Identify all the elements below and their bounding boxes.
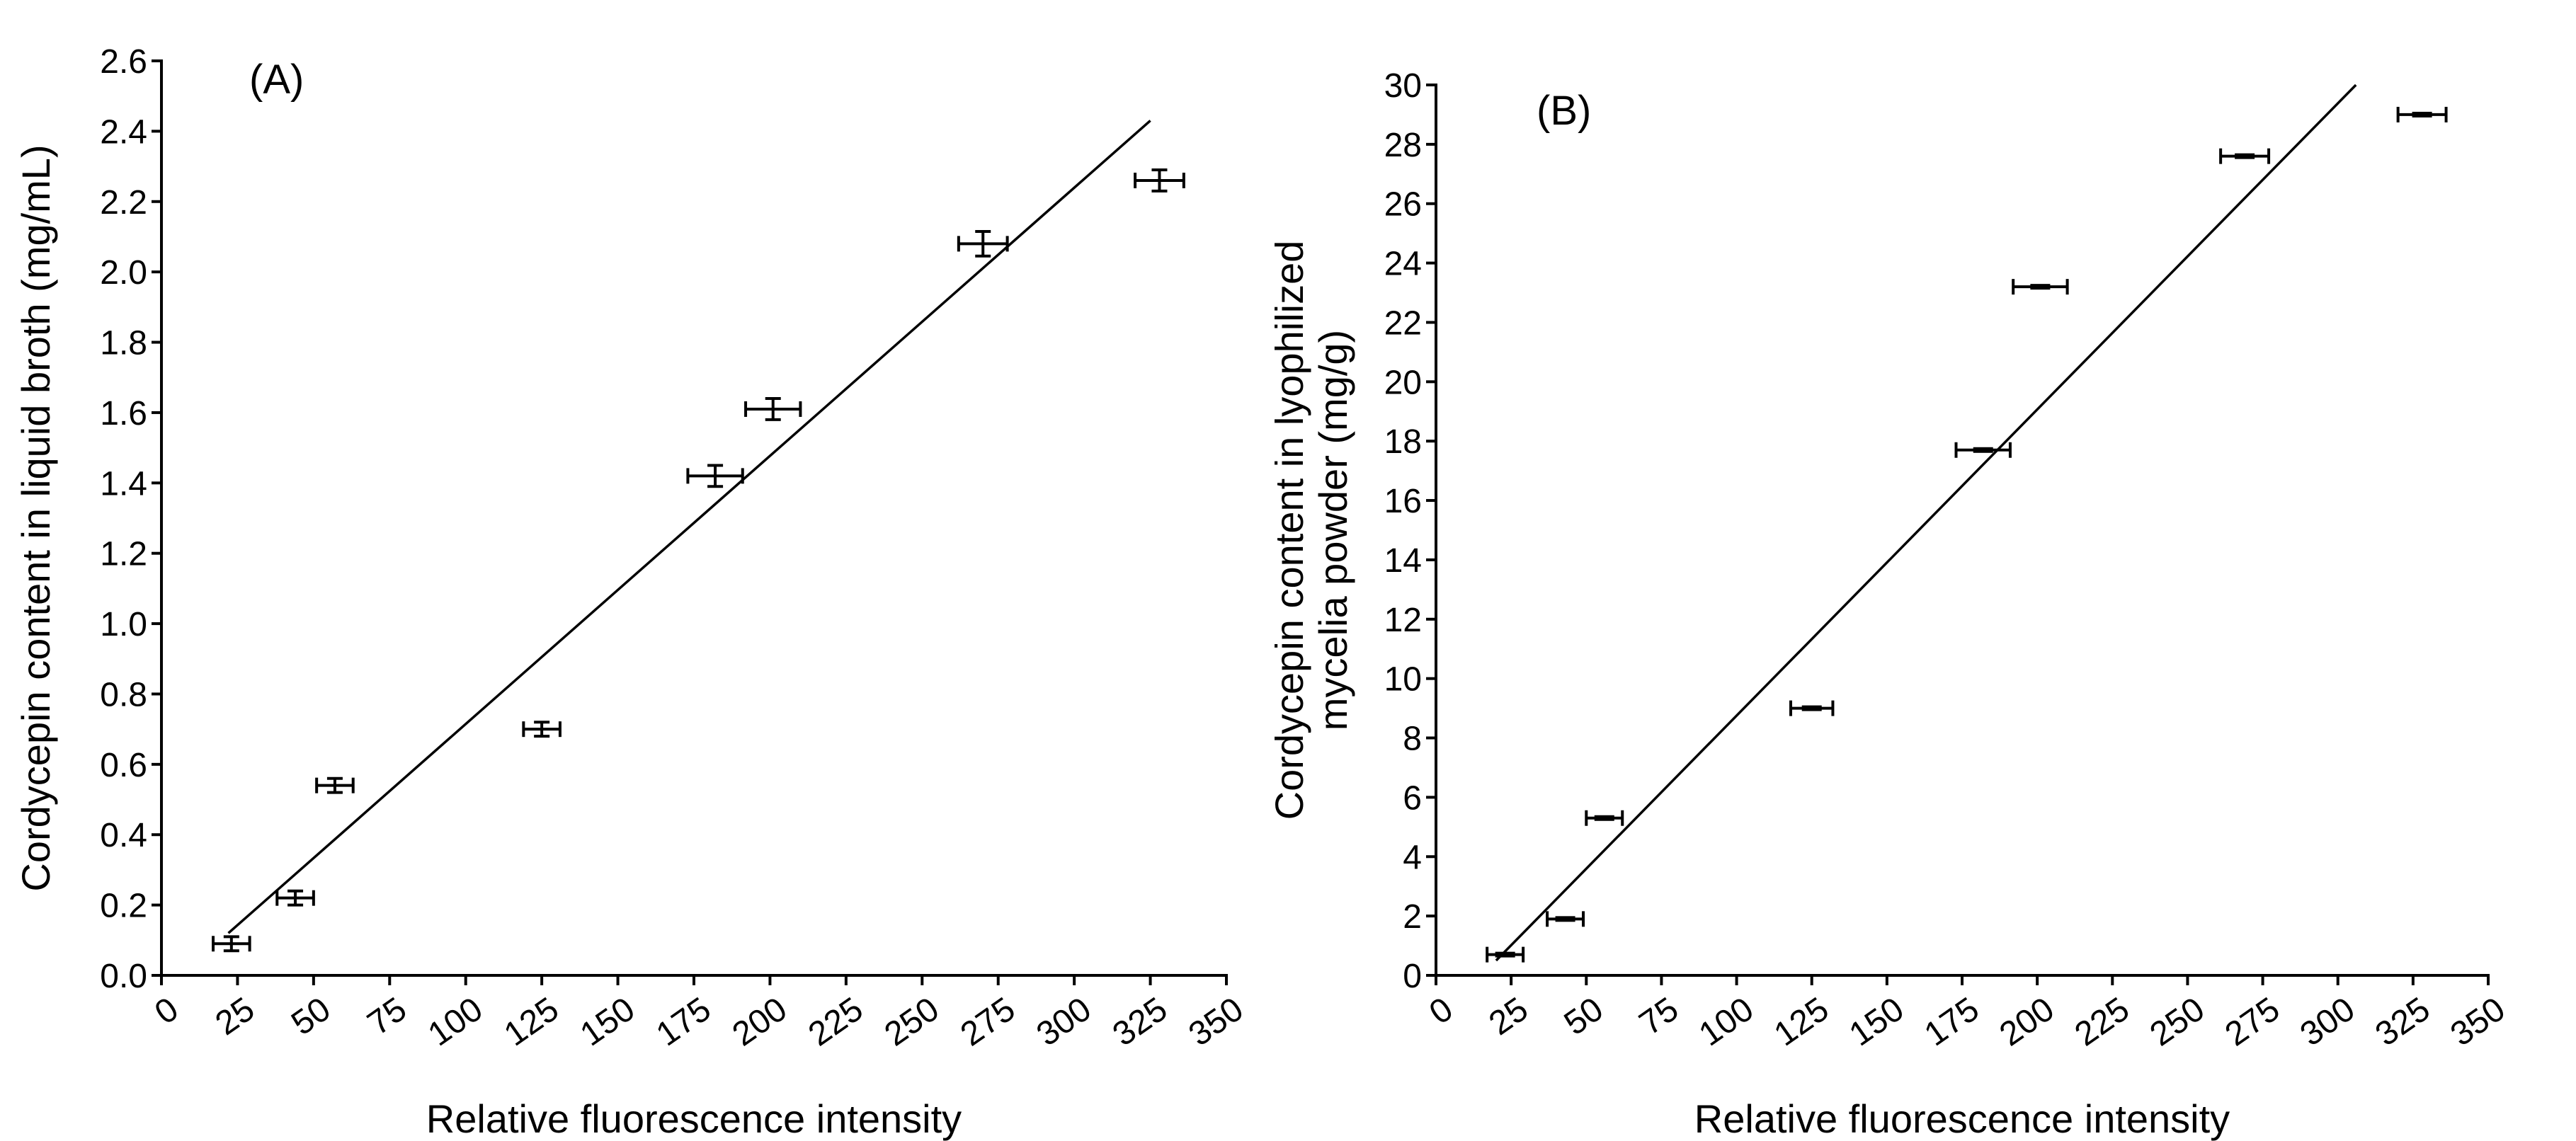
x-tick-label: 50 xyxy=(1558,990,1610,1043)
data-marker xyxy=(1594,815,1614,821)
y-tick-label: 28 xyxy=(1384,127,1422,164)
y-tick-label: 0.8 xyxy=(100,676,147,713)
y-tick-label: 26 xyxy=(1384,186,1422,224)
x-tick-label: 300 xyxy=(2293,990,2361,1053)
data-marker xyxy=(1555,916,1575,922)
y-tick-label: 1.6 xyxy=(100,395,147,432)
data-point xyxy=(1585,810,1624,826)
x-tick-label: 25 xyxy=(209,990,261,1043)
data-marker xyxy=(2235,153,2255,159)
y-tick-label: 24 xyxy=(1384,246,1422,283)
x-tick-label: 350 xyxy=(2444,990,2512,1053)
y-tick-label: 2.6 xyxy=(100,43,147,81)
x-tick-label: 250 xyxy=(2143,990,2211,1053)
y-tick-label: 2.2 xyxy=(100,184,147,222)
x-axis-title: Relative fluorescence intensity xyxy=(1694,1096,2230,1141)
data-point xyxy=(2012,279,2069,295)
x-tick-label: 275 xyxy=(954,990,1022,1053)
y-tick-label: 6 xyxy=(1403,779,1422,817)
y-tick-label: 22 xyxy=(1384,304,1422,342)
y-tick-label: 20 xyxy=(1384,364,1422,401)
regression-line xyxy=(227,120,1151,934)
x-tick-label: 200 xyxy=(1993,990,2061,1053)
regression-line xyxy=(1495,84,2357,962)
x-tick-label: 125 xyxy=(498,990,566,1053)
data-point xyxy=(2396,106,2448,122)
y-tick-label: 4 xyxy=(1403,839,1422,876)
x-tick-label: 225 xyxy=(802,990,870,1053)
x-tick-label: 150 xyxy=(574,990,642,1053)
y-tick-label: 1.0 xyxy=(100,606,147,643)
y-tick-label: 18 xyxy=(1384,423,1422,461)
y-tick-label: 0 xyxy=(1403,958,1422,995)
x-tick-label: 25 xyxy=(1483,990,1535,1043)
y-tick-label: 16 xyxy=(1384,483,1422,520)
x-tick-label: 350 xyxy=(1182,990,1250,1053)
chart-a: 0.0 0.2 0.4 0.6 0.8 1.0 1.2 1.4 1.6 1.8 2.0 2.2 2.4 2… xyxy=(13,43,1250,1141)
y-tick-label: 30 xyxy=(1384,67,1422,105)
x-tick-label: 75 xyxy=(361,990,414,1043)
y-tick-label: 8 xyxy=(1403,721,1422,758)
y-tick-label: 14 xyxy=(1384,542,1422,580)
y-tick-label: 0.6 xyxy=(100,747,147,784)
y-tick-label: 2.4 xyxy=(100,113,147,151)
x-tick-label: 50 xyxy=(285,990,337,1043)
x-tick-label: 125 xyxy=(1767,990,1835,1053)
data-marker xyxy=(2412,111,2432,117)
y-tick-label: 0.4 xyxy=(100,817,147,854)
data-point xyxy=(957,230,1009,258)
y-tick-label: 1.2 xyxy=(100,536,147,573)
y-tick-label: 2.0 xyxy=(100,254,147,292)
x-tick-label: 325 xyxy=(2369,990,2437,1053)
y-tick-label: 1.4 xyxy=(100,465,147,503)
data-point xyxy=(1789,700,1835,716)
x-axis-title: Relative fluorescence intensity xyxy=(426,1096,962,1141)
panel-label: (B) xyxy=(1537,88,1591,134)
x-tick-label: 0 xyxy=(1423,990,1459,1032)
y-axis-title: mycelia powder (mg/g) xyxy=(1311,330,1355,730)
data-point xyxy=(212,935,251,953)
data-point xyxy=(1134,168,1185,193)
data-point xyxy=(686,464,744,488)
data-marker xyxy=(1495,951,1515,958)
data-point xyxy=(1486,946,1525,963)
data-marker xyxy=(1801,705,1822,711)
y-tick-label: 1.8 xyxy=(100,325,147,362)
x-tick-label: 200 xyxy=(726,990,794,1053)
data-marker xyxy=(2030,284,2051,290)
data-point xyxy=(2219,148,2271,164)
y-tick-label: 10 xyxy=(1384,661,1422,699)
x-tick-label: 100 xyxy=(1692,990,1760,1053)
x-tick-label: 325 xyxy=(1106,990,1174,1053)
data-point xyxy=(1546,911,1585,927)
x-tick-label: 300 xyxy=(1030,990,1098,1053)
x-tick-label: 0 xyxy=(148,990,185,1032)
y-tick-label: 0.0 xyxy=(100,958,147,995)
y-tick-label: 0.2 xyxy=(100,888,147,925)
x-tick-label: 100 xyxy=(421,990,489,1053)
data-point xyxy=(275,889,315,907)
x-tick-label: 150 xyxy=(1842,990,1910,1053)
data-point xyxy=(315,776,355,794)
x-tick-label: 275 xyxy=(2218,990,2286,1053)
y-tick-label: 12 xyxy=(1384,602,1422,639)
data-point xyxy=(744,397,802,421)
x-tick-label: 250 xyxy=(878,990,946,1053)
data-point xyxy=(522,721,562,738)
data-point xyxy=(1954,442,2012,458)
x-tick-label: 75 xyxy=(1633,990,1685,1043)
x-tick-label: 175 xyxy=(1918,990,1986,1053)
x-tick-label: 175 xyxy=(650,990,718,1053)
data-marker xyxy=(1973,447,1993,453)
panel-label: (A) xyxy=(249,57,304,103)
y-axis-title: Cordycepin content in lyophilized xyxy=(1275,241,1311,820)
y-tick-label: 2 xyxy=(1403,898,1422,936)
y-axis-title: Cordycepin content in liquid broth (mg/m… xyxy=(13,144,58,891)
x-tick-label: 225 xyxy=(2068,990,2136,1053)
